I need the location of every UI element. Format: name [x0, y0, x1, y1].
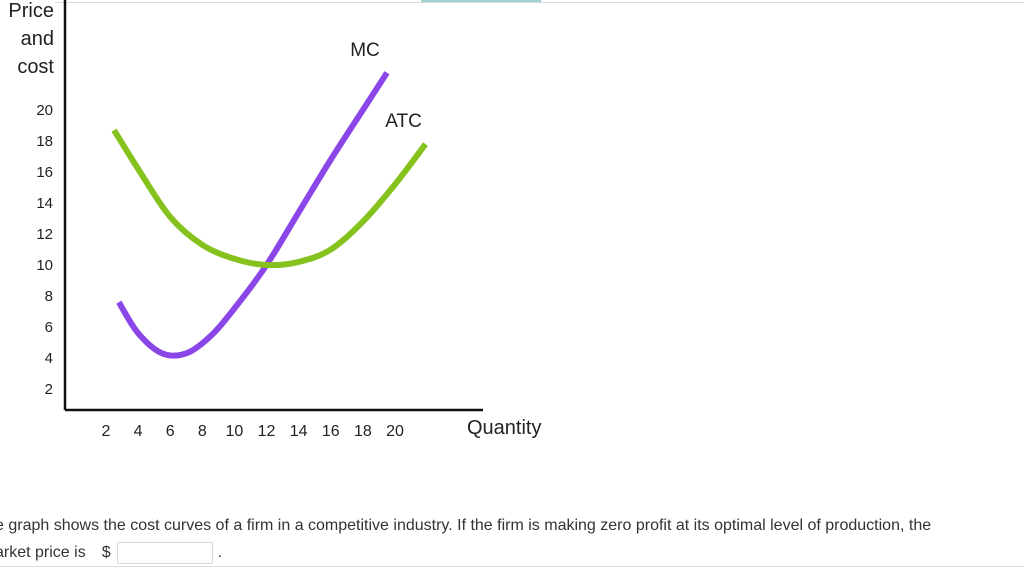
mc-label: MC — [350, 40, 380, 61]
y-tick-labels: 20 18 16 14 12 10 8 6 4 2 — [36, 102, 53, 398]
y-tick-label: 12 — [36, 226, 53, 243]
y-tick-label: 16 — [36, 164, 53, 181]
y-tick-label: 6 — [45, 319, 53, 336]
x-tick-label: 6 — [166, 423, 175, 440]
bottom-divider — [0, 566, 1024, 567]
x-tick-label: 20 — [386, 423, 404, 440]
y-axis-label-line: cost — [17, 56, 54, 78]
question-line-1: e graph shows the cost curves of a firm … — [0, 517, 932, 534]
y-tick-label: 14 — [36, 195, 53, 212]
atc-label: ATC — [385, 111, 422, 132]
x-tick-label: 18 — [354, 423, 372, 440]
cost-curves-chart: Price and cost 20 18 16 14 12 10 8 6 4 2 2 4 6 8 10 12 14… — [8, 0, 541, 440]
sentence-period: . — [217, 544, 223, 561]
x-tick-label: 14 — [290, 423, 308, 440]
y-axis-label-line: and — [21, 28, 54, 50]
x-tick-label: 10 — [226, 423, 244, 440]
answer-input[interactable] — [116, 541, 213, 564]
currency-symbol: $ — [101, 544, 111, 561]
top-divider — [55, 2, 1024, 3]
y-tick-label: 4 — [45, 350, 53, 367]
y-axis-label: Price and cost — [8, 0, 54, 78]
mc-curve — [116, 71, 390, 359]
accent-bar — [421, 0, 541, 2]
x-tick-label: 4 — [134, 423, 143, 440]
y-axis-label-line: Price — [8, 0, 54, 22]
y-tick-label: 10 — [36, 257, 53, 274]
x-tick-label: 8 — [198, 423, 207, 440]
question-text: e graph shows the cost curves of a firm … — [0, 512, 1024, 566]
question-prefix: arket price is — [0, 544, 86, 561]
x-axis-label: Quantity — [467, 417, 541, 439]
atc-curve — [111, 128, 428, 269]
y-tick-label: 2 — [45, 381, 53, 398]
x-tick-label: 12 — [258, 423, 276, 440]
question-line-2: arket price is $ . — [0, 539, 1024, 566]
y-tick-label: 18 — [36, 133, 53, 150]
y-tick-label: 8 — [45, 288, 53, 305]
curves: MC ATC — [111, 40, 428, 359]
y-tick-label: 20 — [36, 102, 53, 119]
x-tick-label: 16 — [322, 423, 340, 440]
x-tick-label: 2 — [102, 423, 111, 440]
x-tick-labels: 2 4 6 8 10 12 14 16 18 20 — [102, 423, 404, 440]
